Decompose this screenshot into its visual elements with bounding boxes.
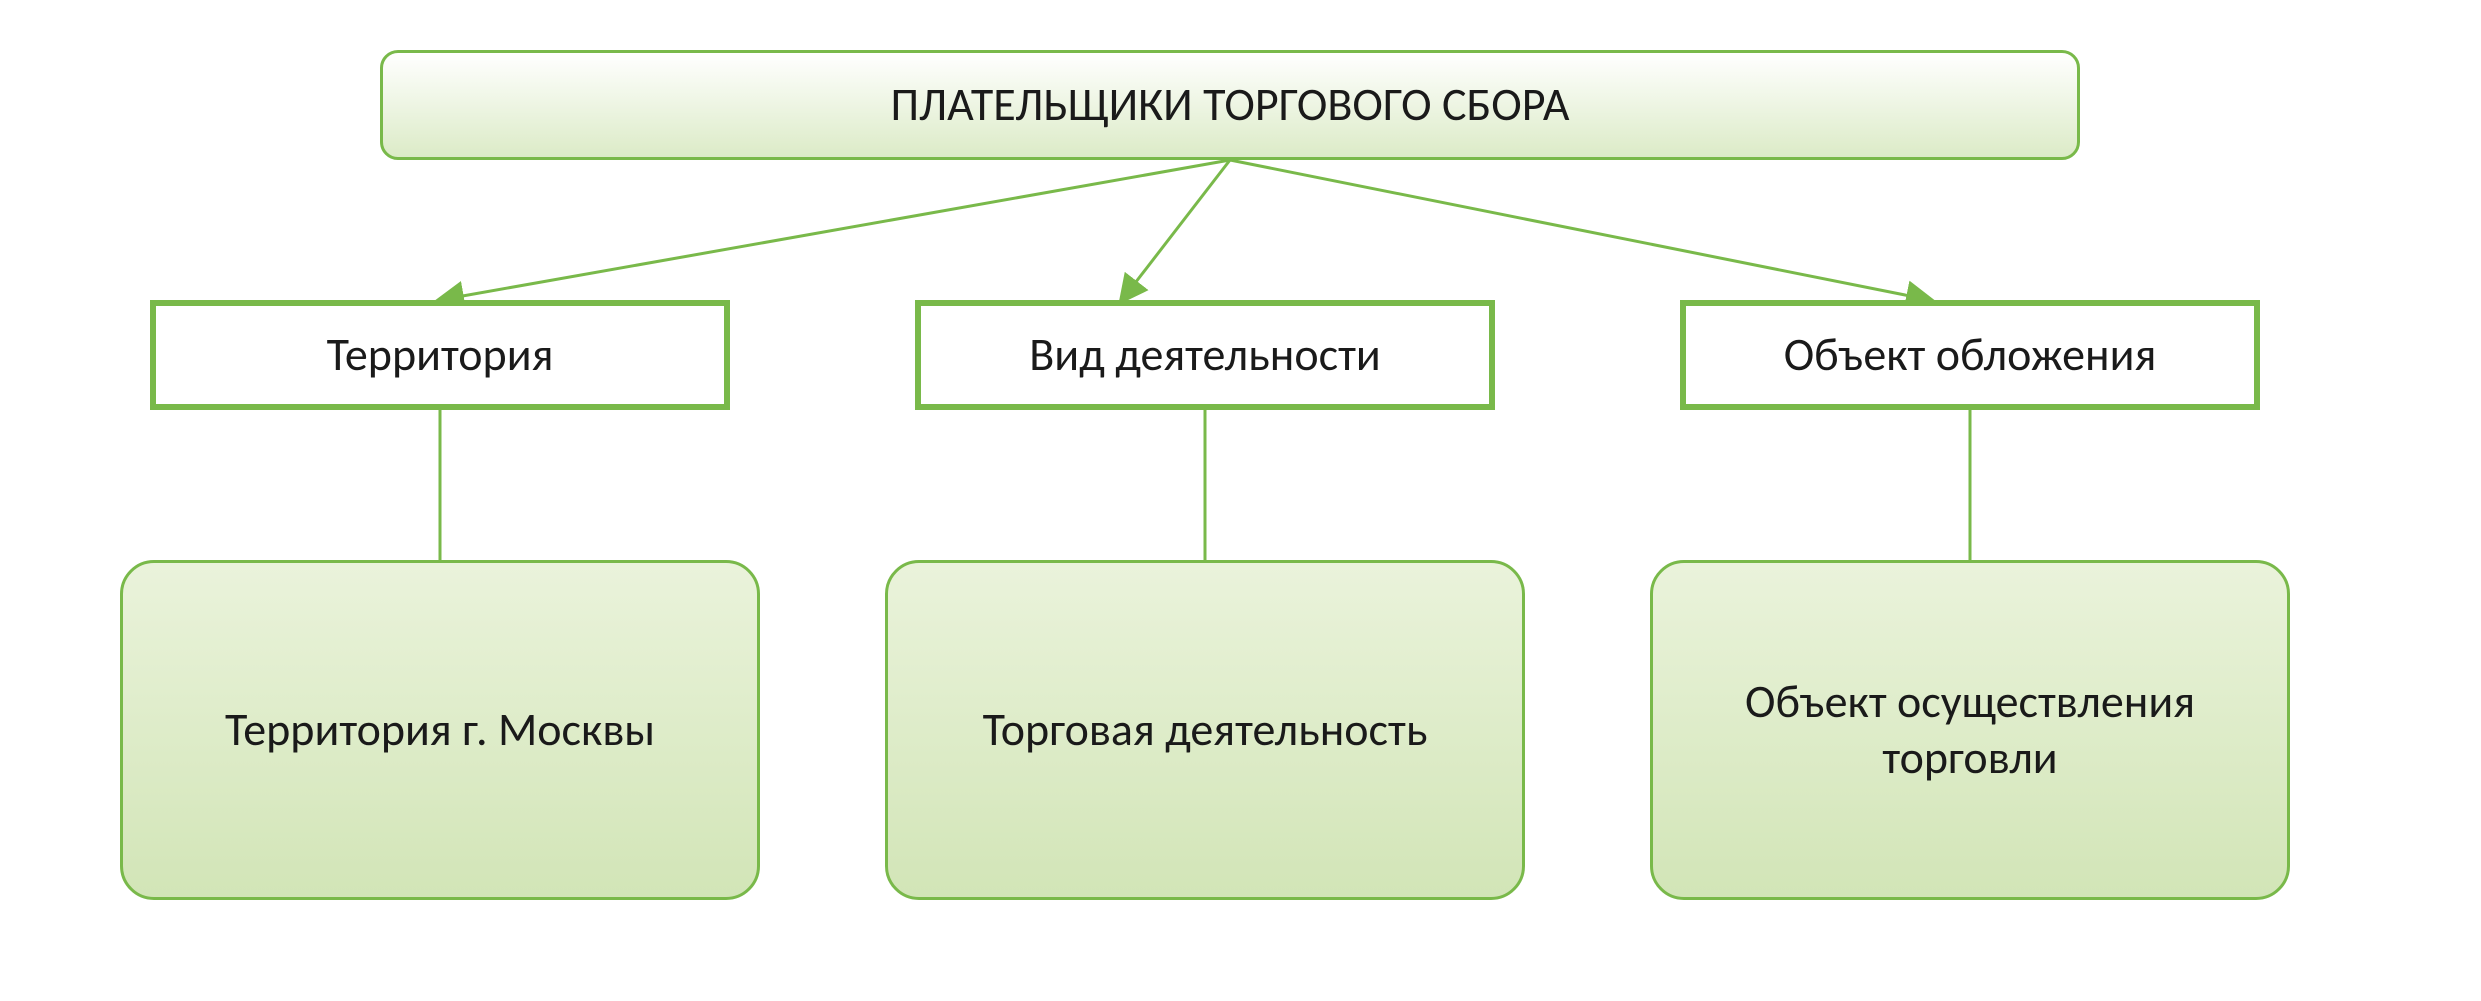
leaf-node-object: Объект осуществления торговли: [1650, 560, 2290, 900]
leaf-node-territory: Территория г. Москвы: [120, 560, 760, 900]
leaf-label-activity: Торговая деятельность: [983, 702, 1428, 758]
mid-node-activity: Вид деятельности: [915, 300, 1495, 410]
mid-node-object: Объект обложения: [1680, 300, 2260, 410]
mid-label-activity: Вид деятельности: [1029, 327, 1381, 383]
leaf-label-territory: Территория г. Москвы: [225, 702, 655, 758]
mid-label-territory: Территория: [327, 327, 554, 383]
leaf-label-object: Объект осуществления торговли: [1683, 674, 2257, 786]
mid-label-object: Объект обложения: [1784, 327, 2157, 383]
mid-node-territory: Территория: [150, 300, 730, 410]
title-label: ПЛАТЕЛЬЩИКИ ТОРГОВОГО СБОРА: [890, 77, 1569, 133]
title-node: ПЛАТЕЛЬЩИКИ ТОРГОВОГО СБОРА: [380, 50, 2080, 160]
leaf-node-activity: Торговая деятельность: [885, 560, 1525, 900]
